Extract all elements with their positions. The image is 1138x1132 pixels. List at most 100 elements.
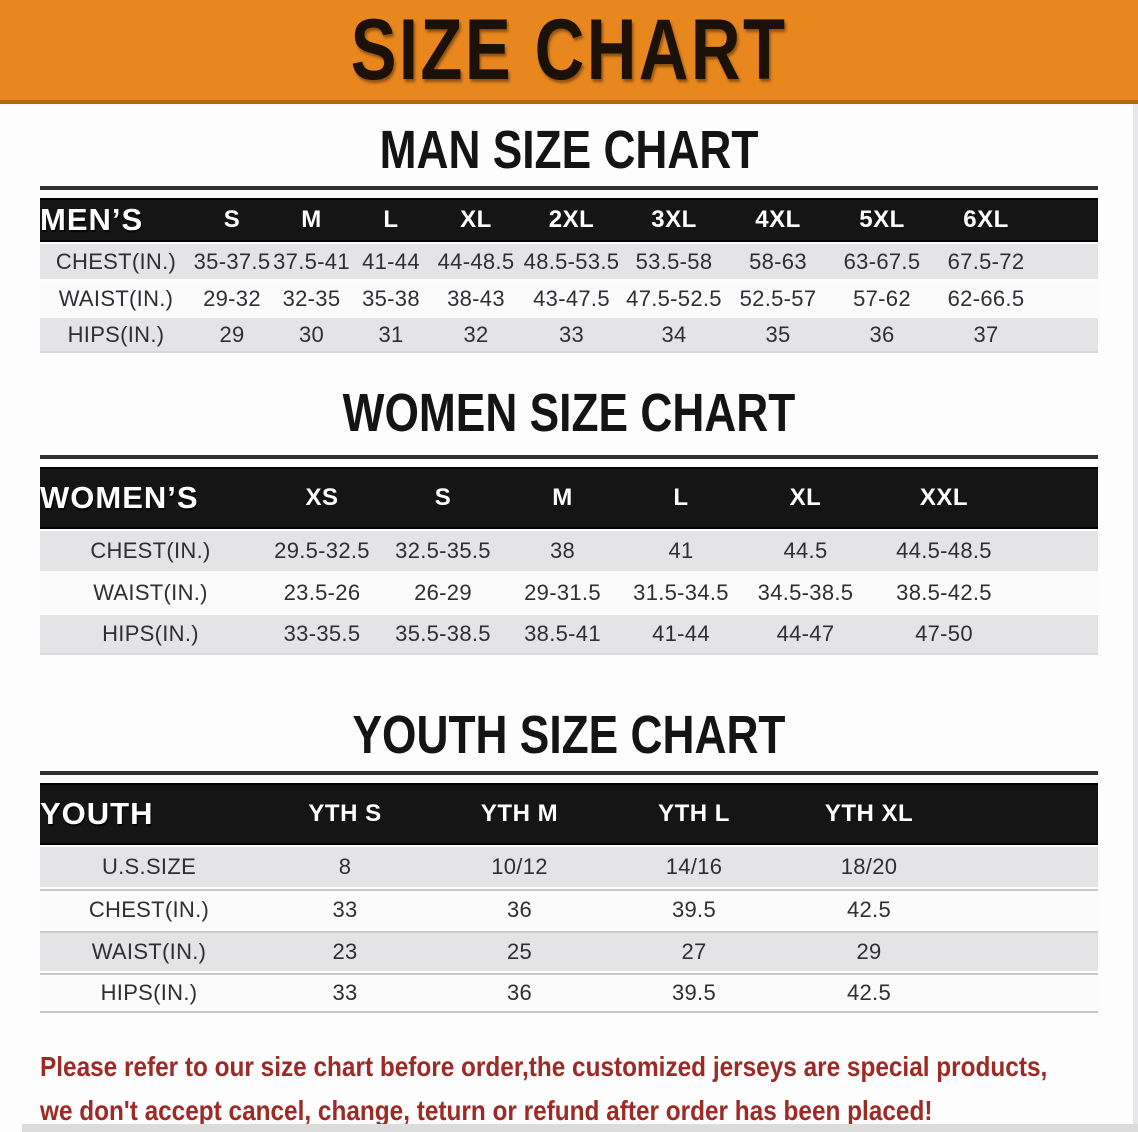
row-spacer-cell (957, 931, 1098, 971)
size-value: 63-67.5 (830, 244, 934, 279)
measurement-label: WAIST(IN.) (40, 281, 192, 316)
size-value: 23.5-26 (261, 573, 383, 613)
size-value: 29 (192, 318, 272, 353)
size-table: MEN’S S M L XL 2XL 3XL 4XL 5XL 6XL CHEST(IN.) 35-37… (40, 196, 1098, 355)
size-value: 42.5 (781, 889, 957, 929)
size-value: 39.5 (607, 973, 781, 1013)
measurement-label: HIPS(IN.) (40, 615, 261, 655)
table-row: HIPS(IN.) 29 30 31 32 33 34 35 36 37 (40, 318, 1098, 353)
size-value: 41-44 (351, 244, 431, 279)
size-value: 35-38 (351, 281, 431, 316)
size-column-header: 6XL (934, 198, 1038, 242)
table-row: CHEST(IN.) 29.5-32.5 32.5-35.5 38 41 44.5 44.5… (40, 531, 1098, 571)
size-value: 31.5-34.5 (622, 573, 740, 613)
size-column-header: 5XL (830, 198, 934, 242)
row-spacer-cell (1038, 318, 1098, 353)
row-spacer-cell (1017, 573, 1098, 613)
size-column-header: L (351, 198, 431, 242)
size-value: 57-62 (830, 281, 934, 316)
size-value: 62-66.5 (934, 281, 1038, 316)
size-value: 38.5-42.5 (871, 573, 1017, 613)
size-table: WOMEN’S XS S M L XL XXL CHEST(IN.) 29.5-32.5 32.5… (40, 465, 1098, 657)
size-value: 35-37.5 (192, 244, 272, 279)
size-column-header: YTH S (258, 783, 432, 845)
table-top-rule (40, 186, 1098, 190)
footer-note: Please refer to our size chart before or… (40, 1045, 1138, 1132)
size-column-header: YTH M (432, 783, 607, 845)
size-value: 38-43 (431, 281, 521, 316)
banner-title: SIZE CHART (350, 2, 788, 98)
size-value: 44-48.5 (431, 244, 521, 279)
table-row: U.S.SIZE 8 10/12 14/16 18/20 (40, 847, 1098, 887)
size-value: 35 (726, 318, 830, 353)
header-spacer-cell (1017, 467, 1098, 529)
size-value: 47.5-52.5 (622, 281, 726, 316)
table-row: HIPS(IN.) 33-35.5 35.5-38.5 38.5-41 41-44 44-… (40, 615, 1098, 655)
size-value: 33-35.5 (261, 615, 383, 655)
banner: SIZE CHART (0, 0, 1138, 104)
size-value: 23 (258, 931, 432, 971)
size-value: 29 (781, 931, 957, 971)
size-value: 36 (432, 973, 607, 1013)
size-column-header: S (383, 467, 503, 529)
size-value: 18/20 (781, 847, 957, 887)
group-label: WOMEN’S (40, 467, 261, 529)
row-spacer-cell (957, 847, 1098, 887)
size-value: 30 (272, 318, 351, 353)
size-value: 67.5-72 (934, 244, 1038, 279)
size-value: 29.5-32.5 (261, 531, 383, 571)
size-column-header: YTH L (607, 783, 781, 845)
table-row: CHEST(IN.) 35-37.5 37.5-41 41-44 44-48.5 48.5… (40, 244, 1098, 279)
size-value: 33 (521, 318, 622, 353)
size-value: 34.5-38.5 (740, 573, 871, 613)
row-spacer-cell (1017, 531, 1098, 571)
table-row: CHEST(IN.) 33 36 39.5 42.5 (40, 889, 1098, 929)
women-section-heading: WOMEN SIZE CHART (342, 383, 796, 443)
size-value: 39.5 (607, 889, 781, 929)
size-value: 33 (258, 973, 432, 1013)
size-value: 43-47.5 (521, 281, 622, 316)
size-column-header: 2XL (521, 198, 622, 242)
footer-note-line-1: Please refer to our size chart before or… (40, 1051, 1048, 1082)
row-spacer-cell (957, 973, 1098, 1013)
size-column-header: XS (261, 467, 383, 529)
youth-size-table: YOUTH YTH S YTH M YTH L YTH XL U.S.SIZE 8 10/12… (40, 771, 1098, 1015)
youth-section-heading: YOUTH SIZE CHART (352, 705, 786, 765)
size-value: 37 (934, 318, 1038, 353)
measurement-label: HIPS(IN.) (40, 318, 192, 353)
size-value: 53.5-58 (622, 244, 726, 279)
size-column-header: YTH XL (781, 783, 957, 845)
size-value: 14/16 (607, 847, 781, 887)
table-row: WAIST(IN.) 23 25 27 29 (40, 931, 1098, 971)
table-top-rule (40, 455, 1098, 459)
header-spacer-cell (957, 783, 1098, 845)
size-value: 36 (830, 318, 934, 353)
bottom-edge-strip (22, 1124, 1138, 1132)
measurement-label: CHEST(IN.) (40, 889, 258, 929)
row-spacer-cell (1038, 244, 1098, 279)
size-column-header: M (272, 198, 351, 242)
table-row: WAIST(IN.) 23.5-26 26-29 29-31.5 31.5-34.5 34… (40, 573, 1098, 613)
size-value: 32 (431, 318, 521, 353)
size-value: 35.5-38.5 (383, 615, 503, 655)
size-value: 58-63 (726, 244, 830, 279)
group-label: YOUTH (40, 783, 258, 845)
size-value: 25 (432, 931, 607, 971)
table-row: HIPS(IN.) 33 36 39.5 42.5 (40, 973, 1098, 1013)
men-size-section: MAN SIZE CHART MEN’S S M L XL 2XL 3XL 4XL 5XL 6XL… (0, 123, 1138, 355)
size-column-header: 4XL (726, 198, 830, 242)
size-value: 26-29 (383, 573, 503, 613)
measurement-label: CHEST(IN.) (40, 531, 261, 571)
row-spacer-cell (957, 889, 1098, 929)
size-column-header: XL (740, 467, 871, 529)
size-value: 37.5-41 (272, 244, 351, 279)
header-spacer-cell (1038, 198, 1098, 242)
size-value: 41 (622, 531, 740, 571)
size-value: 47-50 (871, 615, 1017, 655)
size-value: 48.5-53.5 (521, 244, 622, 279)
measurement-label: U.S.SIZE (40, 847, 258, 887)
size-value: 32-35 (272, 281, 351, 316)
size-value: 41-44 (622, 615, 740, 655)
men-size-table: MEN’S S M L XL 2XL 3XL 4XL 5XL 6XL CHEST(IN.) 35-37… (40, 186, 1098, 355)
